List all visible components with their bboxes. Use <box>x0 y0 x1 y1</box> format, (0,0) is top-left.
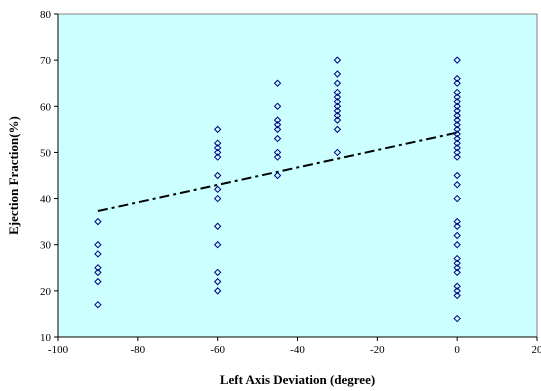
data-point <box>453 259 461 267</box>
data-point <box>213 287 222 295</box>
data-point <box>453 254 461 263</box>
data-point <box>213 185 222 194</box>
data-point <box>94 300 102 309</box>
data-point <box>273 116 282 124</box>
x-tick-label: 0 <box>454 344 460 356</box>
data-point <box>453 241 461 249</box>
data-point <box>94 277 102 286</box>
x-tick-label: -40 <box>290 344 305 356</box>
data-point <box>333 116 342 124</box>
data-point <box>273 153 282 161</box>
data-point <box>94 250 102 258</box>
x-tick-label: 20 <box>532 344 541 356</box>
data-point <box>453 287 461 295</box>
data-point <box>453 134 461 143</box>
data-point <box>333 79 342 87</box>
data-point <box>453 231 461 240</box>
data-point <box>453 194 461 203</box>
data-point <box>213 241 222 249</box>
data-point <box>333 88 342 97</box>
x-tick-label: -60 <box>210 344 225 356</box>
data-point <box>273 102 282 110</box>
data-point <box>273 79 282 87</box>
data-point <box>453 116 461 124</box>
y-tick-label: 80 <box>40 9 52 21</box>
data-point <box>453 181 461 189</box>
data-point <box>94 241 102 249</box>
data-point <box>453 153 461 161</box>
x-tick-label: -80 <box>130 344 145 356</box>
y-tick-label: 20 <box>40 286 52 298</box>
data-point <box>453 264 461 272</box>
data-point <box>453 121 461 129</box>
data-point <box>453 314 461 323</box>
data-point <box>213 148 222 157</box>
data-point <box>453 282 461 290</box>
data-point <box>453 79 461 87</box>
y-axis-title: Ejection Fraction(%) <box>6 116 21 235</box>
x-tick-label: -100 <box>48 344 69 356</box>
y-axis: 10 20 30 40 50 60 70 80 <box>40 9 59 344</box>
data-point <box>94 268 102 277</box>
data-point <box>333 111 342 120</box>
data-point <box>213 144 222 152</box>
data-point <box>213 139 222 147</box>
data-point <box>453 111 461 120</box>
data-point <box>453 144 461 152</box>
x-tick-label: -20 <box>370 344 385 356</box>
data-point <box>213 268 222 277</box>
data-point <box>453 130 461 138</box>
y-tick-label: 10 <box>40 332 52 344</box>
y-tick-label: 70 <box>40 55 52 67</box>
data-point <box>333 56 342 64</box>
data-point <box>213 153 222 161</box>
data-point <box>213 171 222 180</box>
data-point <box>453 97 461 106</box>
data-point <box>273 148 282 157</box>
data-point <box>333 125 342 134</box>
y-tick-label: 60 <box>40 101 52 113</box>
data-point <box>333 102 342 110</box>
data-point <box>94 264 102 272</box>
data-point <box>453 217 461 226</box>
data-point <box>453 56 461 64</box>
data-point <box>453 148 461 157</box>
data-point <box>333 97 342 106</box>
y-tick-label: 40 <box>40 194 52 206</box>
data-point <box>333 107 342 115</box>
data-point <box>273 121 282 129</box>
data-point <box>453 139 461 147</box>
data-point <box>213 277 222 286</box>
data-point <box>273 171 282 180</box>
x-axis-title: Left Axis Deviation (degree) <box>220 372 375 387</box>
data-point <box>453 291 461 300</box>
data-point <box>453 125 461 134</box>
data-point <box>333 148 342 157</box>
data-point <box>213 125 222 134</box>
data-point <box>333 70 342 78</box>
data-point <box>453 268 461 277</box>
data-points <box>94 56 461 323</box>
data-point <box>213 194 222 203</box>
data-point <box>333 93 342 101</box>
data-point <box>453 102 461 110</box>
data-point <box>453 107 461 115</box>
data-point <box>453 88 461 97</box>
data-point <box>213 222 222 230</box>
plot-area <box>57 13 538 338</box>
data-point <box>453 222 461 230</box>
data-point <box>273 125 282 134</box>
x-axis: -100 -80 -60 -40 -20 0 20 <box>48 336 541 356</box>
y-tick-label: 30 <box>40 240 52 252</box>
data-point <box>453 93 461 101</box>
y-tick-label: 50 <box>40 147 52 159</box>
data-point <box>94 217 102 226</box>
data-point <box>453 74 461 83</box>
data-point <box>273 134 282 143</box>
data-point <box>453 171 461 180</box>
